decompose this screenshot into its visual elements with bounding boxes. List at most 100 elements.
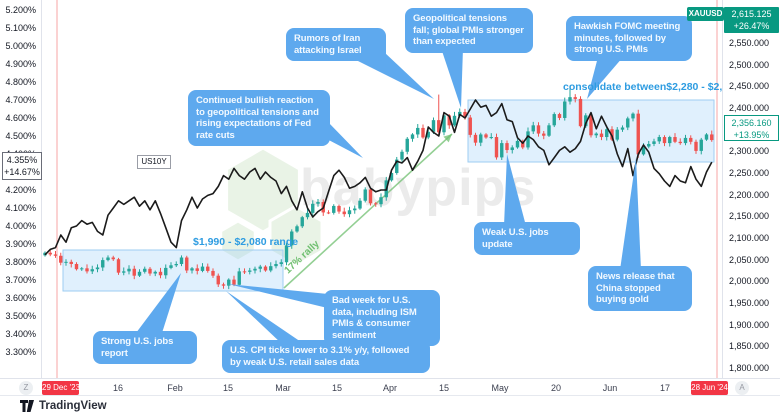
- candle-body: [80, 268, 84, 270]
- candle-body: [53, 254, 58, 256]
- symbol-badge[interactable]: XAUUSD: [687, 7, 724, 21]
- candle-body: [668, 137, 672, 144]
- candle-body: [479, 134, 483, 143]
- yield-axis[interactable]: 5.200% 5.100% 5.000% 4.900% 4.800% 4.700% 4.60…: [0, 0, 42, 378]
- candle-body: [500, 143, 504, 158]
- symbol-price: 2,615.125: [731, 9, 772, 19]
- geopolitical-fall-callout-tail: [441, 48, 463, 108]
- china-gold-callout[interactable]: News release that China stopped buying g…: [588, 266, 692, 311]
- babypips-hexagon-icon: [219, 219, 257, 263]
- candle-body: [127, 268, 131, 272]
- candle-body: [242, 271, 247, 273]
- candle-body: [190, 268, 194, 271]
- axis-tick-label: 2,550.000: [729, 38, 770, 48]
- candle-body: [626, 118, 630, 128]
- axis-tick-label: 5.200%: [5, 5, 36, 15]
- axis-tick-label: 3.500%: [5, 311, 36, 321]
- axis-tick-label: 3.400%: [5, 329, 36, 339]
- timezone-button[interactable]: Z: [19, 381, 33, 395]
- candle-body: [227, 279, 231, 286]
- axis-tick-label: 2,450.000: [729, 81, 770, 92]
- axis-tick-label: 2,300.000: [729, 146, 770, 157]
- candle-body: [599, 133, 604, 138]
- candle-body: [568, 97, 572, 102]
- us10y-value: 4.355%: [6, 155, 38, 165]
- geopolitical-fall-callout[interactable]: Geopolitical tensions fall; global PMIs …: [405, 8, 533, 53]
- axis-tick-label: 2,200.000: [729, 189, 770, 200]
- candle-body: [195, 268, 199, 271]
- candle-body: [316, 202, 320, 204]
- candle-body: [410, 134, 415, 139]
- axis-tick-label: 3.800%: [5, 257, 36, 267]
- us10y-change: +14.67%: [4, 167, 40, 177]
- time-tick-label: 16: [112, 383, 124, 393]
- candle-body: [526, 131, 530, 148]
- strong-jobs-callout[interactable]: Strong U.S. jobs report: [93, 331, 197, 365]
- us10y-series-label[interactable]: US10Y: [137, 155, 171, 169]
- date-range-badge: 29 Dec '23: [42, 381, 79, 395]
- china-gold-callout-tail: [620, 158, 641, 270]
- candle-body: [510, 147, 514, 151]
- candle-body: [515, 140, 520, 148]
- candle-body: [148, 268, 152, 274]
- candle-body: [620, 127, 625, 130]
- axis-tick-label: 2,150.000: [729, 211, 770, 222]
- hawkish-fomc-callout[interactable]: Hawkish FOMC meeting minutes, followed b…: [566, 16, 692, 61]
- candle-body: [442, 115, 446, 133]
- axis-tick-label: 1,950.000: [729, 298, 770, 308]
- iran-rumors-callout[interactable]: Rumors of Iran attacking Israel: [286, 28, 386, 62]
- tradingview-logo[interactable]: TradingView: [20, 399, 107, 413]
- candle-body: [342, 211, 346, 215]
- candle-body: [85, 268, 89, 272]
- candle-body: [689, 137, 693, 142]
- candle-body: [447, 115, 451, 126]
- continued-bullish-callout[interactable]: Continued bullish reaction to geopolitic…: [188, 90, 330, 147]
- candle-body: [59, 255, 63, 263]
- candle-body: [615, 129, 619, 140]
- last-change: +13.95%: [733, 130, 770, 140]
- candle-body: [521, 140, 525, 148]
- axis-tick-label: 4.900%: [5, 59, 36, 69]
- bad-week-callout[interactable]: Bad week for U.S. data, including ISM PM…: [324, 290, 440, 347]
- tradingview-logo-text: TradingView: [39, 400, 107, 412]
- candle-body: [641, 146, 646, 155]
- time-tick-label: 20: [550, 383, 562, 393]
- candle-body: [284, 245, 289, 263]
- candle-body: [111, 257, 115, 260]
- time-tick-label: Jun: [602, 383, 618, 393]
- candle-body: [269, 266, 273, 271]
- candle-body: [389, 172, 394, 181]
- axis-settings-button[interactable]: A: [735, 381, 749, 395]
- trend-arrow-line[interactable]: [283, 133, 453, 289]
- candle-body: [132, 268, 136, 276]
- symbol-change: +26.47%: [733, 21, 770, 31]
- weak-jobs-callout[interactable]: Weak U.S. jobs update: [474, 222, 580, 256]
- candle-body: [248, 270, 252, 272]
- candle-body: [122, 271, 126, 273]
- axis-tick-label: 1,900.000: [729, 319, 770, 330]
- us10y-line[interactable]: [44, 99, 713, 256]
- candle-body: [300, 217, 304, 227]
- axis-tick-label: 4.500%: [5, 131, 36, 141]
- candle-body: [221, 284, 226, 286]
- axis-tick-label: 1,800.000: [729, 363, 770, 373]
- time-tick-label: 17: [659, 383, 671, 393]
- time-tick-label: Mar: [275, 383, 291, 393]
- candle-body: [363, 189, 367, 201]
- candle-body: [164, 267, 168, 276]
- tradingview-logo-icon: [20, 400, 34, 412]
- candle-body: [347, 210, 352, 215]
- candle-body: [463, 111, 467, 118]
- price-axis[interactable]: 2,550.000 2,500.000 2,450.000 2,400.000 2,35…: [722, 0, 780, 378]
- candle-body: [332, 205, 336, 213]
- candle-body: [90, 269, 94, 272]
- candle-body: [578, 98, 583, 127]
- candle-body: [536, 125, 541, 134]
- candle-body: [274, 263, 278, 267]
- candle-body: [421, 127, 425, 138]
- axis-tick-label: 4.600%: [5, 113, 36, 123]
- axis-tick-label: 3.700%: [5, 275, 36, 285]
- candle-body: [237, 271, 241, 285]
- price-chart-canvas[interactable]: 17% rally: [42, 0, 722, 378]
- time-axis[interactable]: Z A 16 Feb 15 Mar 15 Apr 15 May 20 Jun 17 29 Dec '2…: [0, 378, 780, 396]
